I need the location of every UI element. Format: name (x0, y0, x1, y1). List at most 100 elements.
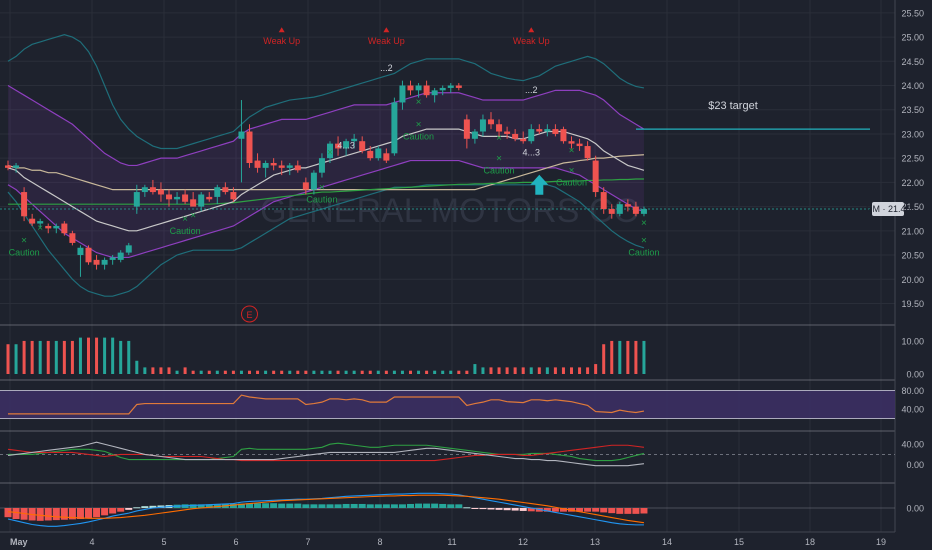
candle-body (279, 165, 285, 167)
volume-bar (498, 367, 501, 374)
candle-body (126, 245, 132, 252)
macd-histogram-bar (318, 504, 325, 508)
macd-histogram-bar (488, 508, 495, 509)
macd-histogram-bar (45, 508, 52, 520)
candle-body (238, 132, 244, 139)
candle[interactable] (86, 245, 92, 264)
macd-histogram-bar (53, 508, 60, 520)
signal-cross: × (37, 223, 43, 234)
rsi-pane[interactable] (0, 390, 895, 418)
macd-histogram-bar (327, 504, 334, 508)
candle-body (552, 129, 558, 134)
candle[interactable] (560, 127, 566, 144)
volume-bar (337, 371, 340, 374)
price-tick-label: 23.00 (901, 129, 924, 139)
candle-body (134, 192, 140, 207)
volume-bar (71, 341, 74, 374)
volume-bar (272, 371, 275, 374)
caution-cross: × (569, 165, 575, 176)
price-tick-label: 25.50 (901, 8, 924, 18)
volume-bar (377, 371, 380, 374)
candle-body (230, 192, 236, 199)
candle-body (440, 88, 446, 90)
candle-body (496, 124, 502, 131)
volume-bar (192, 371, 195, 374)
signal-cross: × (327, 148, 333, 159)
candle-body (625, 204, 631, 206)
price-tick-label: 21.00 (901, 226, 924, 236)
price-tick-label: 19.50 (901, 299, 924, 309)
price-tick-label: 24.00 (901, 81, 924, 91)
time-tick-label: 15 (734, 537, 744, 547)
volume-bar (23, 341, 26, 374)
macd-histogram-bar (302, 504, 309, 508)
time-tick-label: 12 (518, 537, 528, 547)
volume-bar (320, 371, 323, 374)
volume-bar (63, 341, 66, 374)
candle[interactable] (391, 98, 397, 156)
macd-histogram-bar (592, 508, 599, 512)
macd-histogram-bar (600, 508, 607, 512)
macd-histogram-bar (632, 508, 639, 514)
weak-up-label: Weak Up (263, 36, 300, 46)
candle-body (247, 132, 253, 163)
candle[interactable] (21, 187, 27, 221)
target-label: $23 target (708, 100, 758, 112)
time-tick-label: 18 (805, 537, 815, 547)
caution-label: Caution (306, 194, 337, 204)
macd-histogram-bar (447, 504, 454, 508)
volume-bar (159, 367, 162, 374)
candle-body (198, 194, 204, 206)
time-tick-label: 13 (590, 537, 600, 547)
macd-histogram-bar (278, 504, 285, 508)
macd-histogram-bar (37, 508, 44, 521)
price-tick-label: 22.50 (901, 154, 924, 164)
macd-histogram-bar (584, 508, 591, 512)
candle-body (416, 86, 422, 91)
volume-bar (95, 338, 98, 374)
volume-bar (224, 371, 227, 374)
signal-cross: × (569, 145, 575, 156)
volume-bar (240, 371, 243, 374)
volume-bar (626, 341, 629, 374)
macd-histogram-bar (286, 504, 293, 508)
candle-body (448, 86, 454, 88)
candle-body (480, 119, 486, 131)
candle[interactable] (593, 156, 599, 197)
volume-bar (385, 371, 388, 374)
candle-body (399, 86, 405, 103)
time-tick-label: May (10, 537, 28, 547)
volume-bar (329, 371, 332, 374)
price-tick-label: 22.00 (901, 178, 924, 188)
price-tick-label: 24.50 (901, 57, 924, 67)
time-tick-label: 6 (233, 537, 238, 547)
candle-body (593, 161, 599, 192)
macd-histogram-bar (351, 504, 358, 508)
candle-body (271, 163, 277, 165)
macd-histogram-bar (141, 506, 148, 508)
time-tick-label: 14 (662, 537, 672, 547)
candle-body (464, 119, 470, 138)
candle-body (536, 129, 542, 131)
volume-bar (538, 367, 541, 374)
candle-body (287, 165, 293, 167)
caution-cross: × (416, 119, 422, 130)
candle-body (166, 194, 172, 199)
volume-bar (168, 367, 171, 374)
macd-histogram-bar (367, 504, 374, 508)
macd-histogram-bar (496, 508, 503, 510)
candle-body (424, 86, 430, 96)
candle-body (641, 209, 647, 214)
earnings-label: E (246, 310, 252, 320)
volume-bar (216, 371, 219, 374)
count-label: ...2 (380, 63, 393, 73)
last-price-badge: GM · 21.45 (865, 202, 910, 216)
volume-tick-label: 0.00 (906, 370, 924, 380)
macd-histogram-bar (270, 503, 277, 508)
candle-body (633, 207, 639, 214)
macd-histogram-bar (61, 508, 68, 520)
time-tick-label: 11 (447, 537, 456, 547)
volume-bar (530, 367, 533, 374)
volume-bar (361, 371, 364, 374)
